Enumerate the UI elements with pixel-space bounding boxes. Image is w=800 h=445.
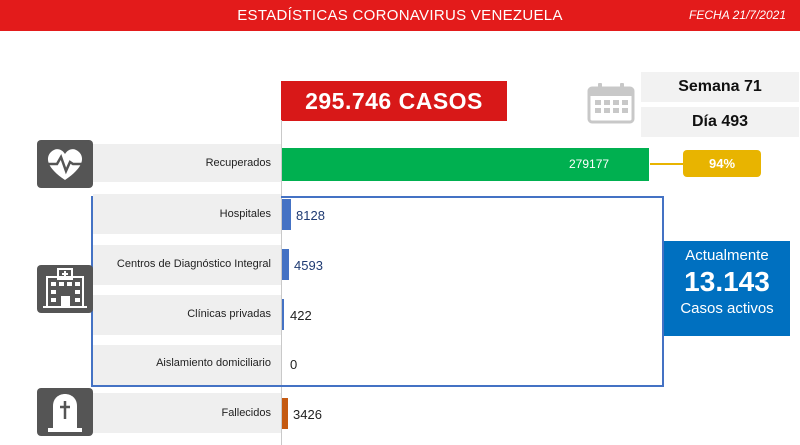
- value-fallecidos: 3426: [293, 407, 322, 422]
- category-label: Hospitales: [219, 208, 271, 220]
- category-label: Recuperados: [205, 157, 271, 169]
- day-box: Día 493: [641, 107, 799, 137]
- calendar-icon: [587, 83, 635, 124]
- hospital-icon-box: [37, 265, 93, 313]
- category-label: Centros de Diagnóstico Integral: [116, 258, 271, 270]
- bar-hospitales: [282, 199, 291, 230]
- row-bg-aislamiento: [93, 345, 281, 385]
- row-bg-clinicas: [93, 295, 281, 335]
- week-box: Semana 71: [641, 72, 799, 102]
- active-cases-caption: Casos activos: [680, 300, 774, 317]
- active-cases-title: Actualmente: [685, 247, 769, 264]
- pct-connector: [650, 163, 684, 165]
- recovered-label-bg: [93, 144, 281, 182]
- value-cdi: 4593: [294, 258, 323, 273]
- active-cases-box: Actualmente 13.143 Casos activos: [664, 241, 790, 336]
- value-clinicas: 422: [290, 308, 312, 323]
- bar-fallecidos: [282, 398, 288, 429]
- value-hospitales: 8128: [296, 208, 325, 223]
- page-title: ESTADÍSTICAS CORONAVIRUS VENEZUELA: [237, 7, 563, 24]
- category-label: Aislamiento domiciliario: [156, 357, 271, 369]
- row-bg-fallecidos: [93, 393, 281, 433]
- hospital-icon: [43, 268, 87, 308]
- recovered-icon-box: [37, 140, 93, 188]
- active-cases-value: 13.143: [684, 266, 770, 297]
- bar-cdi: [282, 249, 289, 280]
- heart-pulse-icon: [47, 149, 83, 180]
- row-bg-cdi: [93, 245, 281, 285]
- row-bg-hospitales: [93, 194, 281, 234]
- category-label: Clínicas privadas: [187, 308, 271, 320]
- value-aislamiento: 0: [290, 357, 298, 372]
- tombstone-icon: [48, 394, 82, 432]
- header-bar: [0, 0, 800, 31]
- deaths-icon-box: [37, 388, 93, 436]
- total-cases-badge: 295.746 CASOS: [281, 81, 507, 121]
- value-recuperados: 279177: [569, 157, 610, 171]
- bar-clinicas: [282, 299, 284, 330]
- recovered-percent-badge: 94%: [683, 150, 761, 177]
- bar-recuperados: [282, 148, 649, 181]
- chart-baseline: [281, 120, 282, 445]
- category-label: Fallecidos: [221, 407, 271, 419]
- report-date: FECHA 21/7/2021: [689, 8, 786, 22]
